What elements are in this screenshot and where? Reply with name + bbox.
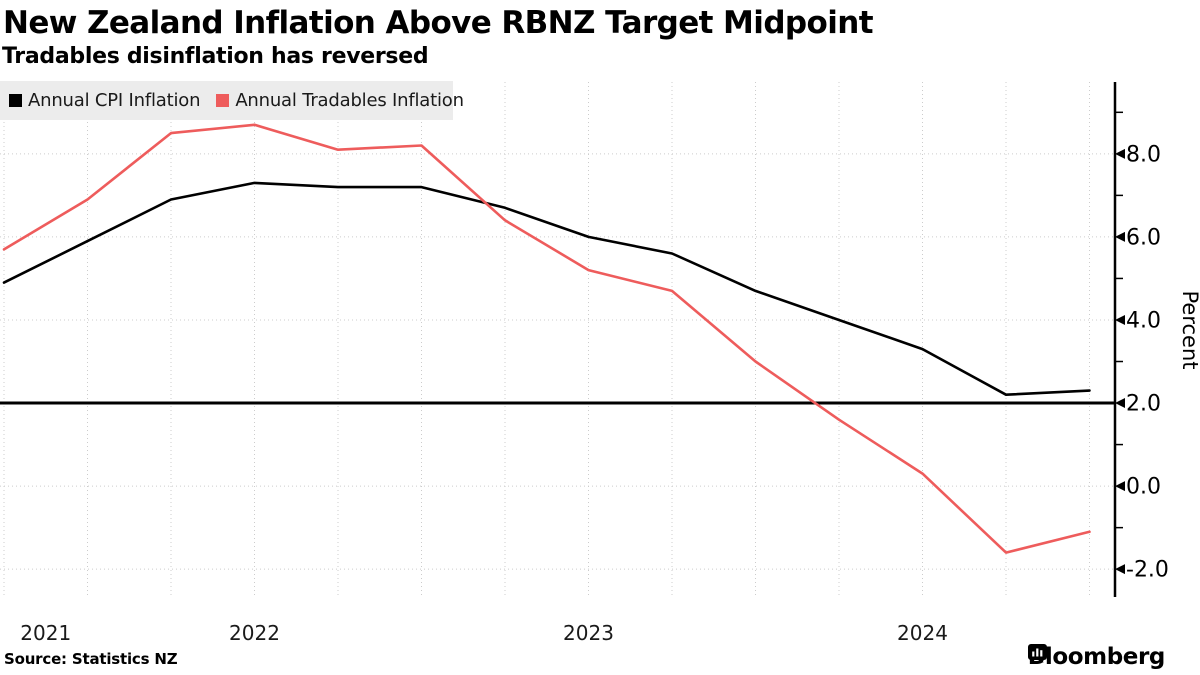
y-tick-label: 4.0 xyxy=(1126,308,1161,333)
tick-arrow-icon xyxy=(1115,231,1125,242)
y-tick-label: 8.0 xyxy=(1126,142,1161,167)
series-line-cpi xyxy=(2,181,1091,397)
bloomberg-terminal-icon xyxy=(1027,644,1191,667)
series-line-tradables xyxy=(2,123,1091,554)
source-note: Source: Statistics NZ xyxy=(4,650,178,668)
tick-arrow-icon xyxy=(1115,398,1125,409)
x-tick-label: 2022 xyxy=(229,621,280,645)
legend-swatch xyxy=(9,94,22,107)
bloomberg-wordmark: Bloomberg xyxy=(1027,644,1166,670)
tick-arrow-icon xyxy=(1115,564,1125,575)
y-tick-label: 2.0 xyxy=(1126,392,1161,417)
tick-arrow-icon xyxy=(1115,314,1125,325)
y-tick-label: 6.0 xyxy=(1126,225,1161,250)
y-axis-minor-ticks xyxy=(1115,111,1123,529)
x-tick-label: 2021 xyxy=(20,621,71,645)
x-tick-label: 2024 xyxy=(897,621,948,645)
y-tick-label: -2.0 xyxy=(1126,558,1169,583)
chart-subtitle: Tradables disinflation has reversed xyxy=(2,44,429,69)
tick-arrow-icon xyxy=(1115,481,1125,492)
legend-label: Annual Tradables Inflation xyxy=(235,90,464,111)
x-axis-labels: 2021 2022 2023 2024 xyxy=(20,621,948,645)
tick-arrow-icon xyxy=(1115,148,1125,159)
y-axis-title: Percent xyxy=(1178,290,1200,369)
legend-label: Annual CPI Inflation xyxy=(28,90,201,111)
vertical-gridlines xyxy=(3,82,1090,595)
legend-item: Annual Tradables Inflation xyxy=(216,90,464,111)
chart-title: New Zealand Inflation Above RBNZ Target … xyxy=(3,5,874,41)
legend-swatch xyxy=(216,94,230,107)
legend-item: Annual CPI Inflation xyxy=(9,90,201,111)
y-tick-label: 0.0 xyxy=(1126,475,1161,500)
x-tick-label: 2023 xyxy=(563,621,614,645)
y-axis-major-ticks: 8.0 6.0 4.0 2.0 0.0 -2.0 xyxy=(1115,142,1169,583)
bloomberg-logo: Bloomberg xyxy=(1027,644,1191,670)
chart-legend: Annual CPI Inflation Annual Tradables Inf… xyxy=(0,81,464,120)
